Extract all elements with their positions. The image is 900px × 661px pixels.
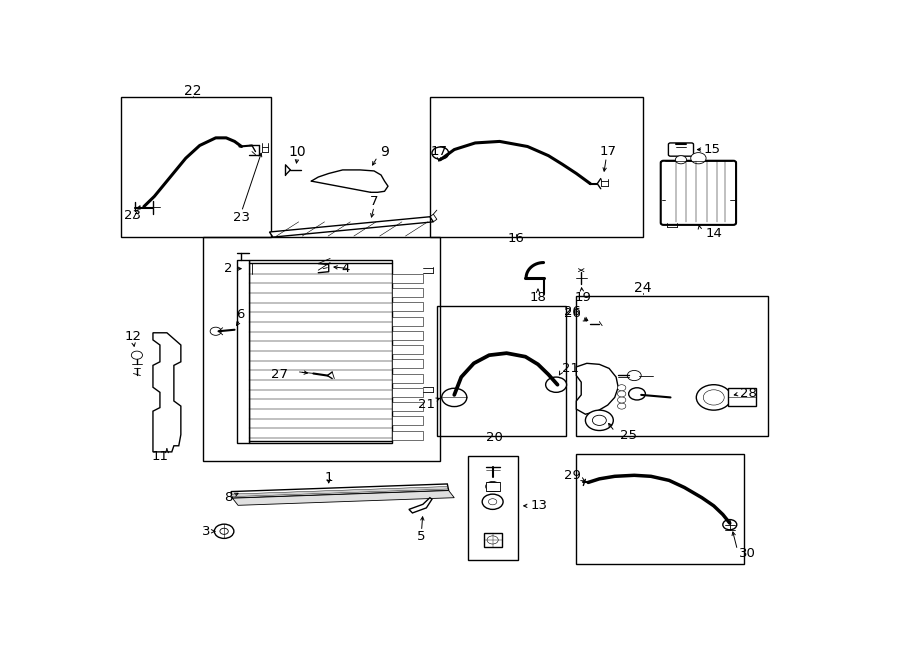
Text: 9: 9	[380, 145, 389, 159]
Bar	[468, 456, 518, 561]
Circle shape	[220, 528, 229, 534]
Text: 21: 21	[418, 397, 435, 410]
Bar	[392, 330, 423, 340]
Text: 28: 28	[740, 387, 757, 401]
Text: 21: 21	[562, 362, 580, 375]
Bar	[248, 260, 392, 444]
Circle shape	[585, 410, 613, 430]
Bar	[392, 416, 423, 426]
Polygon shape	[269, 217, 434, 237]
Text: 11: 11	[151, 451, 168, 463]
Circle shape	[703, 390, 724, 405]
FancyBboxPatch shape	[661, 161, 736, 225]
Text: 17: 17	[599, 145, 616, 158]
Text: 10: 10	[289, 145, 306, 159]
Text: 20: 20	[486, 430, 503, 444]
Bar	[121, 97, 271, 237]
Text: 30: 30	[739, 547, 756, 560]
Circle shape	[617, 397, 626, 403]
Circle shape	[545, 377, 567, 393]
Bar	[392, 302, 423, 311]
Text: 12: 12	[125, 330, 142, 343]
Bar	[392, 430, 423, 440]
Bar	[392, 274, 423, 283]
Text: 17: 17	[430, 145, 447, 158]
Text: 15: 15	[704, 143, 721, 156]
Bar	[392, 373, 423, 383]
Text: 16: 16	[508, 231, 524, 245]
Circle shape	[486, 481, 500, 492]
Bar	[728, 388, 756, 406]
Circle shape	[627, 370, 641, 381]
Circle shape	[244, 262, 260, 275]
Bar	[392, 388, 423, 397]
Polygon shape	[576, 364, 618, 414]
Circle shape	[487, 536, 499, 544]
Text: 4: 4	[341, 262, 349, 275]
Text: 1: 1	[325, 471, 333, 484]
Bar	[392, 359, 423, 368]
Circle shape	[690, 153, 707, 164]
Bar	[430, 97, 643, 237]
Circle shape	[210, 327, 221, 335]
Text: 29: 29	[564, 469, 581, 482]
Circle shape	[628, 388, 645, 400]
Circle shape	[131, 351, 142, 359]
Polygon shape	[153, 332, 181, 452]
Polygon shape	[231, 486, 447, 496]
Circle shape	[697, 385, 731, 410]
Circle shape	[442, 388, 467, 407]
Text: 23: 23	[123, 210, 140, 222]
Circle shape	[489, 498, 497, 505]
Text: 19: 19	[575, 291, 592, 303]
Text: 3: 3	[202, 525, 211, 538]
Text: 26: 26	[564, 307, 581, 320]
Bar	[392, 288, 423, 297]
Text: 22: 22	[184, 83, 202, 98]
Polygon shape	[232, 490, 454, 505]
Polygon shape	[409, 498, 432, 513]
Circle shape	[617, 385, 626, 391]
Circle shape	[617, 403, 626, 409]
Bar	[392, 402, 423, 411]
Text: 13: 13	[531, 499, 548, 512]
Circle shape	[482, 494, 503, 510]
Bar	[483, 533, 501, 547]
Circle shape	[432, 147, 449, 159]
Text: 26: 26	[564, 305, 581, 319]
FancyBboxPatch shape	[669, 143, 694, 156]
Text: 27: 27	[272, 368, 288, 381]
Text: 14: 14	[706, 227, 722, 239]
Text: 5: 5	[418, 530, 426, 543]
Circle shape	[723, 520, 737, 529]
Text: 7: 7	[370, 195, 378, 208]
Bar	[392, 345, 423, 354]
Bar	[392, 317, 423, 326]
Text: 18: 18	[529, 291, 546, 303]
Circle shape	[592, 415, 607, 426]
Polygon shape	[231, 484, 449, 498]
Bar	[237, 260, 249, 444]
Bar	[576, 295, 769, 436]
Bar	[486, 483, 500, 490]
Text: 23: 23	[233, 212, 250, 224]
Text: 24: 24	[634, 281, 652, 295]
Text: 2: 2	[224, 262, 232, 275]
Text: 25: 25	[620, 429, 637, 442]
Text: 6: 6	[236, 308, 244, 321]
Circle shape	[214, 524, 234, 539]
Text: 8: 8	[224, 491, 232, 504]
Circle shape	[675, 156, 687, 164]
Bar	[576, 454, 743, 564]
Circle shape	[617, 391, 626, 397]
Bar	[203, 237, 440, 461]
Bar	[436, 306, 566, 436]
